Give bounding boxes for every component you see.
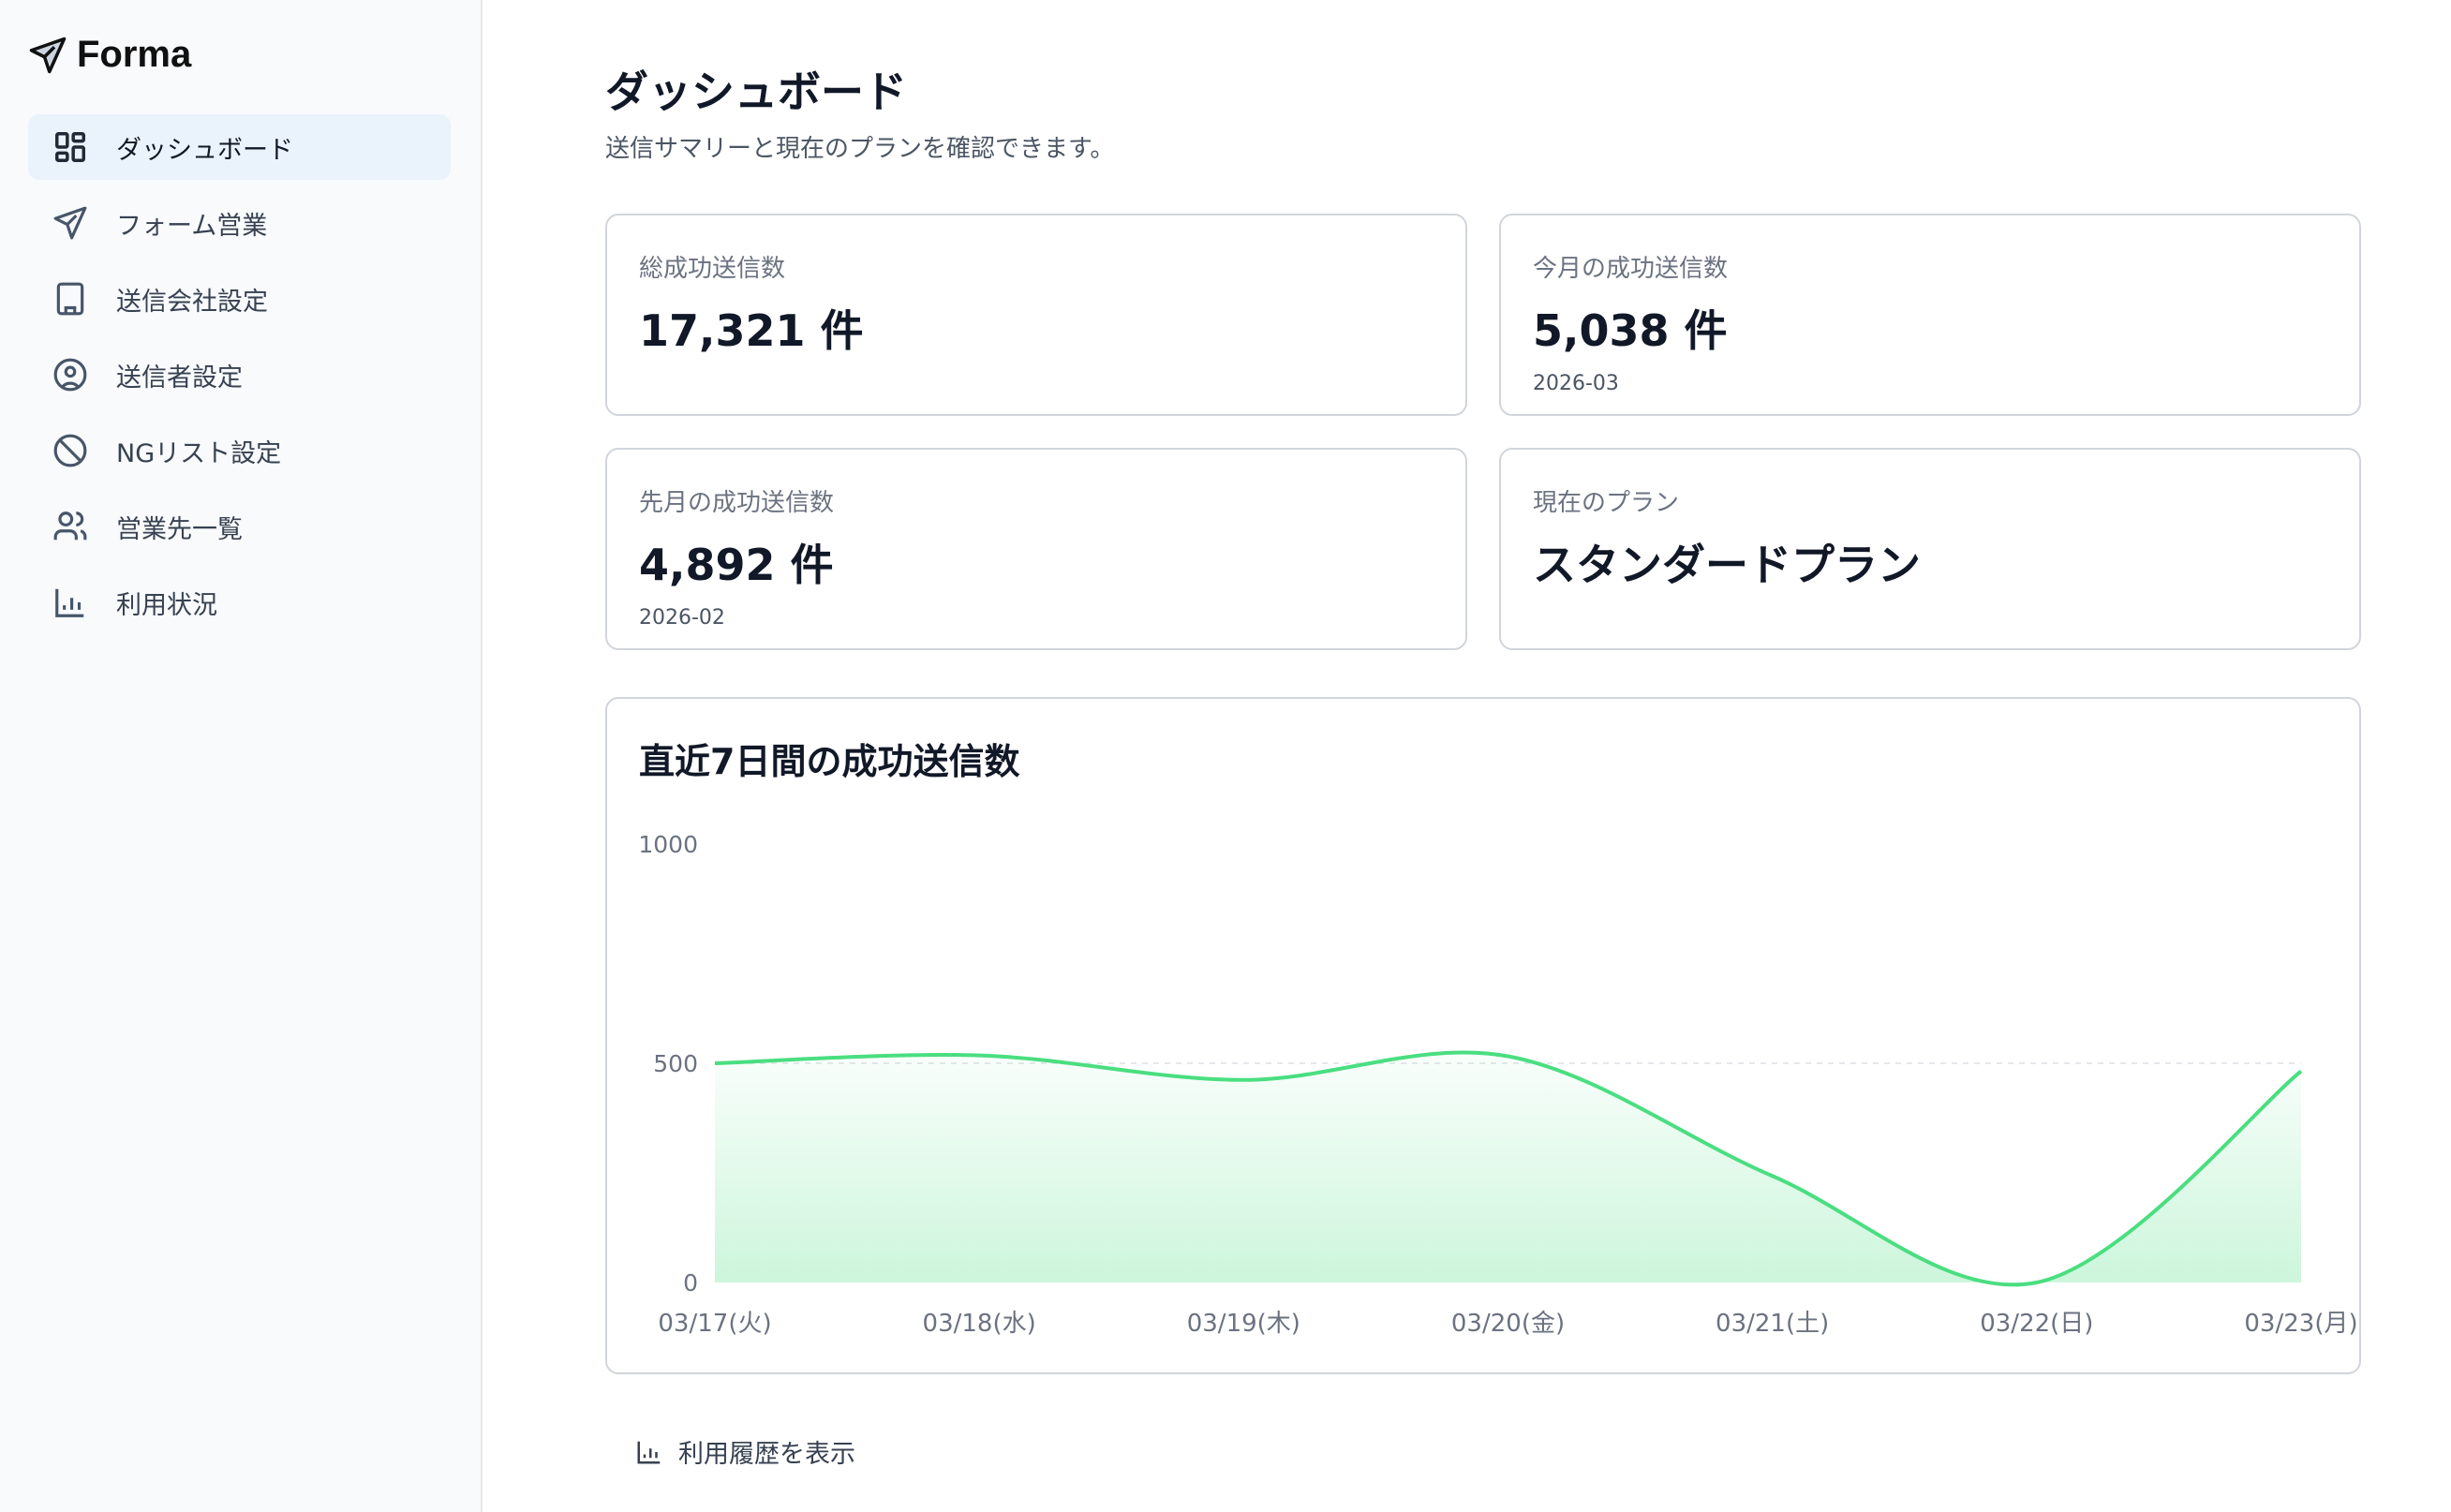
sidebar-item-label: 送信会社設定 [116, 287, 268, 317]
sidebar-item-company-settings[interactable]: 送信会社設定 [28, 266, 451, 332]
sidebar-item-prospects[interactable]: 営業先一覧 [28, 494, 451, 559]
card-value: スタンダードプラン [1533, 540, 1921, 590]
total-sent-card: 総成功送信数 17,321 件 [605, 214, 1467, 416]
grid-icon [55, 132, 85, 162]
app-name: Forma [77, 34, 192, 75]
sidebar-item-label: フォーム営業 [116, 211, 268, 241]
card-label: 総成功送信数 [639, 255, 786, 283]
user-circle-icon [53, 358, 87, 392]
card-value: 5,038 件 [1533, 305, 1728, 356]
series-line [714, 1050, 2303, 1287]
sidebar-item-label: NGリスト設定 [116, 438, 282, 468]
x-tick-label: 03/18(水) [923, 1310, 1036, 1338]
sidebar-nav: ダッシュボード フォーム営業 送信会社設定 送信者設定 NGリスト設定 営業先一… [28, 114, 451, 645]
card-value: 17,321 件 [639, 305, 864, 356]
area-fill [715, 1052, 2301, 1285]
x-tick-label: 03/23(月) [2244, 1310, 2357, 1338]
line-chart: 0 500 1000 03/17(火) 03/18(水) 03/19(木) 03/20(金)… [638, 831, 2357, 1338]
sidebar-item-sender-settings[interactable]: 送信者設定 [28, 342, 451, 408]
sidebar-item-label: ダッシュボード [116, 135, 293, 165]
card-label: 現在のプラン [1533, 489, 1680, 517]
sidebar-item-form-sales[interactable]: フォーム営業 [28, 190, 451, 256]
app-logo[interactable]: Forma [28, 34, 191, 76]
building-icon [56, 282, 84, 316]
card-period: 2026-02 [639, 606, 725, 630]
sidebar-item-ng-list[interactable]: NGリスト設定 [28, 418, 451, 483]
page-subtitle: 送信サマリーと現在のプランを確認できます。 [605, 135, 1115, 163]
x-tick-label: 03/17(火) [658, 1310, 771, 1338]
sidebar: Forma ダッシュボード フォーム営業 送信会社設定 送信者設定 NGリスト設… [0, 0, 483, 1512]
y-tick-label: 0 [683, 1269, 698, 1297]
sidebar-item-label: 送信者設定 [116, 363, 243, 393]
x-tick-label: 03/20(金) [1451, 1310, 1565, 1338]
sidebar-item-label: 利用状況 [116, 590, 217, 620]
sidebar-item-usage[interactable]: 利用状況 [28, 570, 451, 635]
sidebar-item-label: 営業先一覧 [116, 514, 243, 544]
current-plan-card: 現在のプラン スタンダードプラン [1499, 448, 2361, 650]
card-period: 2026-03 [1533, 372, 1619, 395]
bar-chart-icon [55, 588, 84, 617]
chart-title: 直近7日間の成功送信数 [639, 741, 1020, 782]
users-icon [53, 511, 87, 541]
card-value: 4,892 件 [639, 540, 834, 590]
chart-card: 直近7日間の成功送信数 0 500 1000 03/17(火) 03/18(水) 03/1… [605, 697, 2361, 1374]
paper-plane-icon [29, 37, 67, 73]
usage-history-link[interactable]: 利用履歴を表示 [635, 1433, 855, 1470]
sidebar-item-dashboard[interactable]: ダッシュボード [28, 114, 451, 180]
y-tick-label: 1000 [638, 831, 698, 858]
usage-history-label: 利用履歴を表示 [678, 1440, 855, 1469]
ban-icon [53, 434, 87, 467]
card-label: 今月の成功送信数 [1533, 255, 1729, 283]
x-tick-label: 03/21(土) [1716, 1310, 1829, 1338]
this-month-card: 今月の成功送信数 5,038 件 2026-03 [1499, 214, 2361, 416]
last-month-card: 先月の成功送信数 4,892 件 2026-02 [605, 448, 1467, 650]
send-icon [53, 206, 87, 240]
page-title: ダッシュボード [605, 67, 907, 117]
y-tick-label: 500 [653, 1050, 698, 1077]
x-tick-label: 03/22(日) [1980, 1310, 2093, 1338]
bar-chart-icon [637, 1441, 661, 1463]
x-tick-label: 03/19(木) [1187, 1310, 1300, 1338]
card-label: 先月の成功送信数 [639, 489, 835, 517]
